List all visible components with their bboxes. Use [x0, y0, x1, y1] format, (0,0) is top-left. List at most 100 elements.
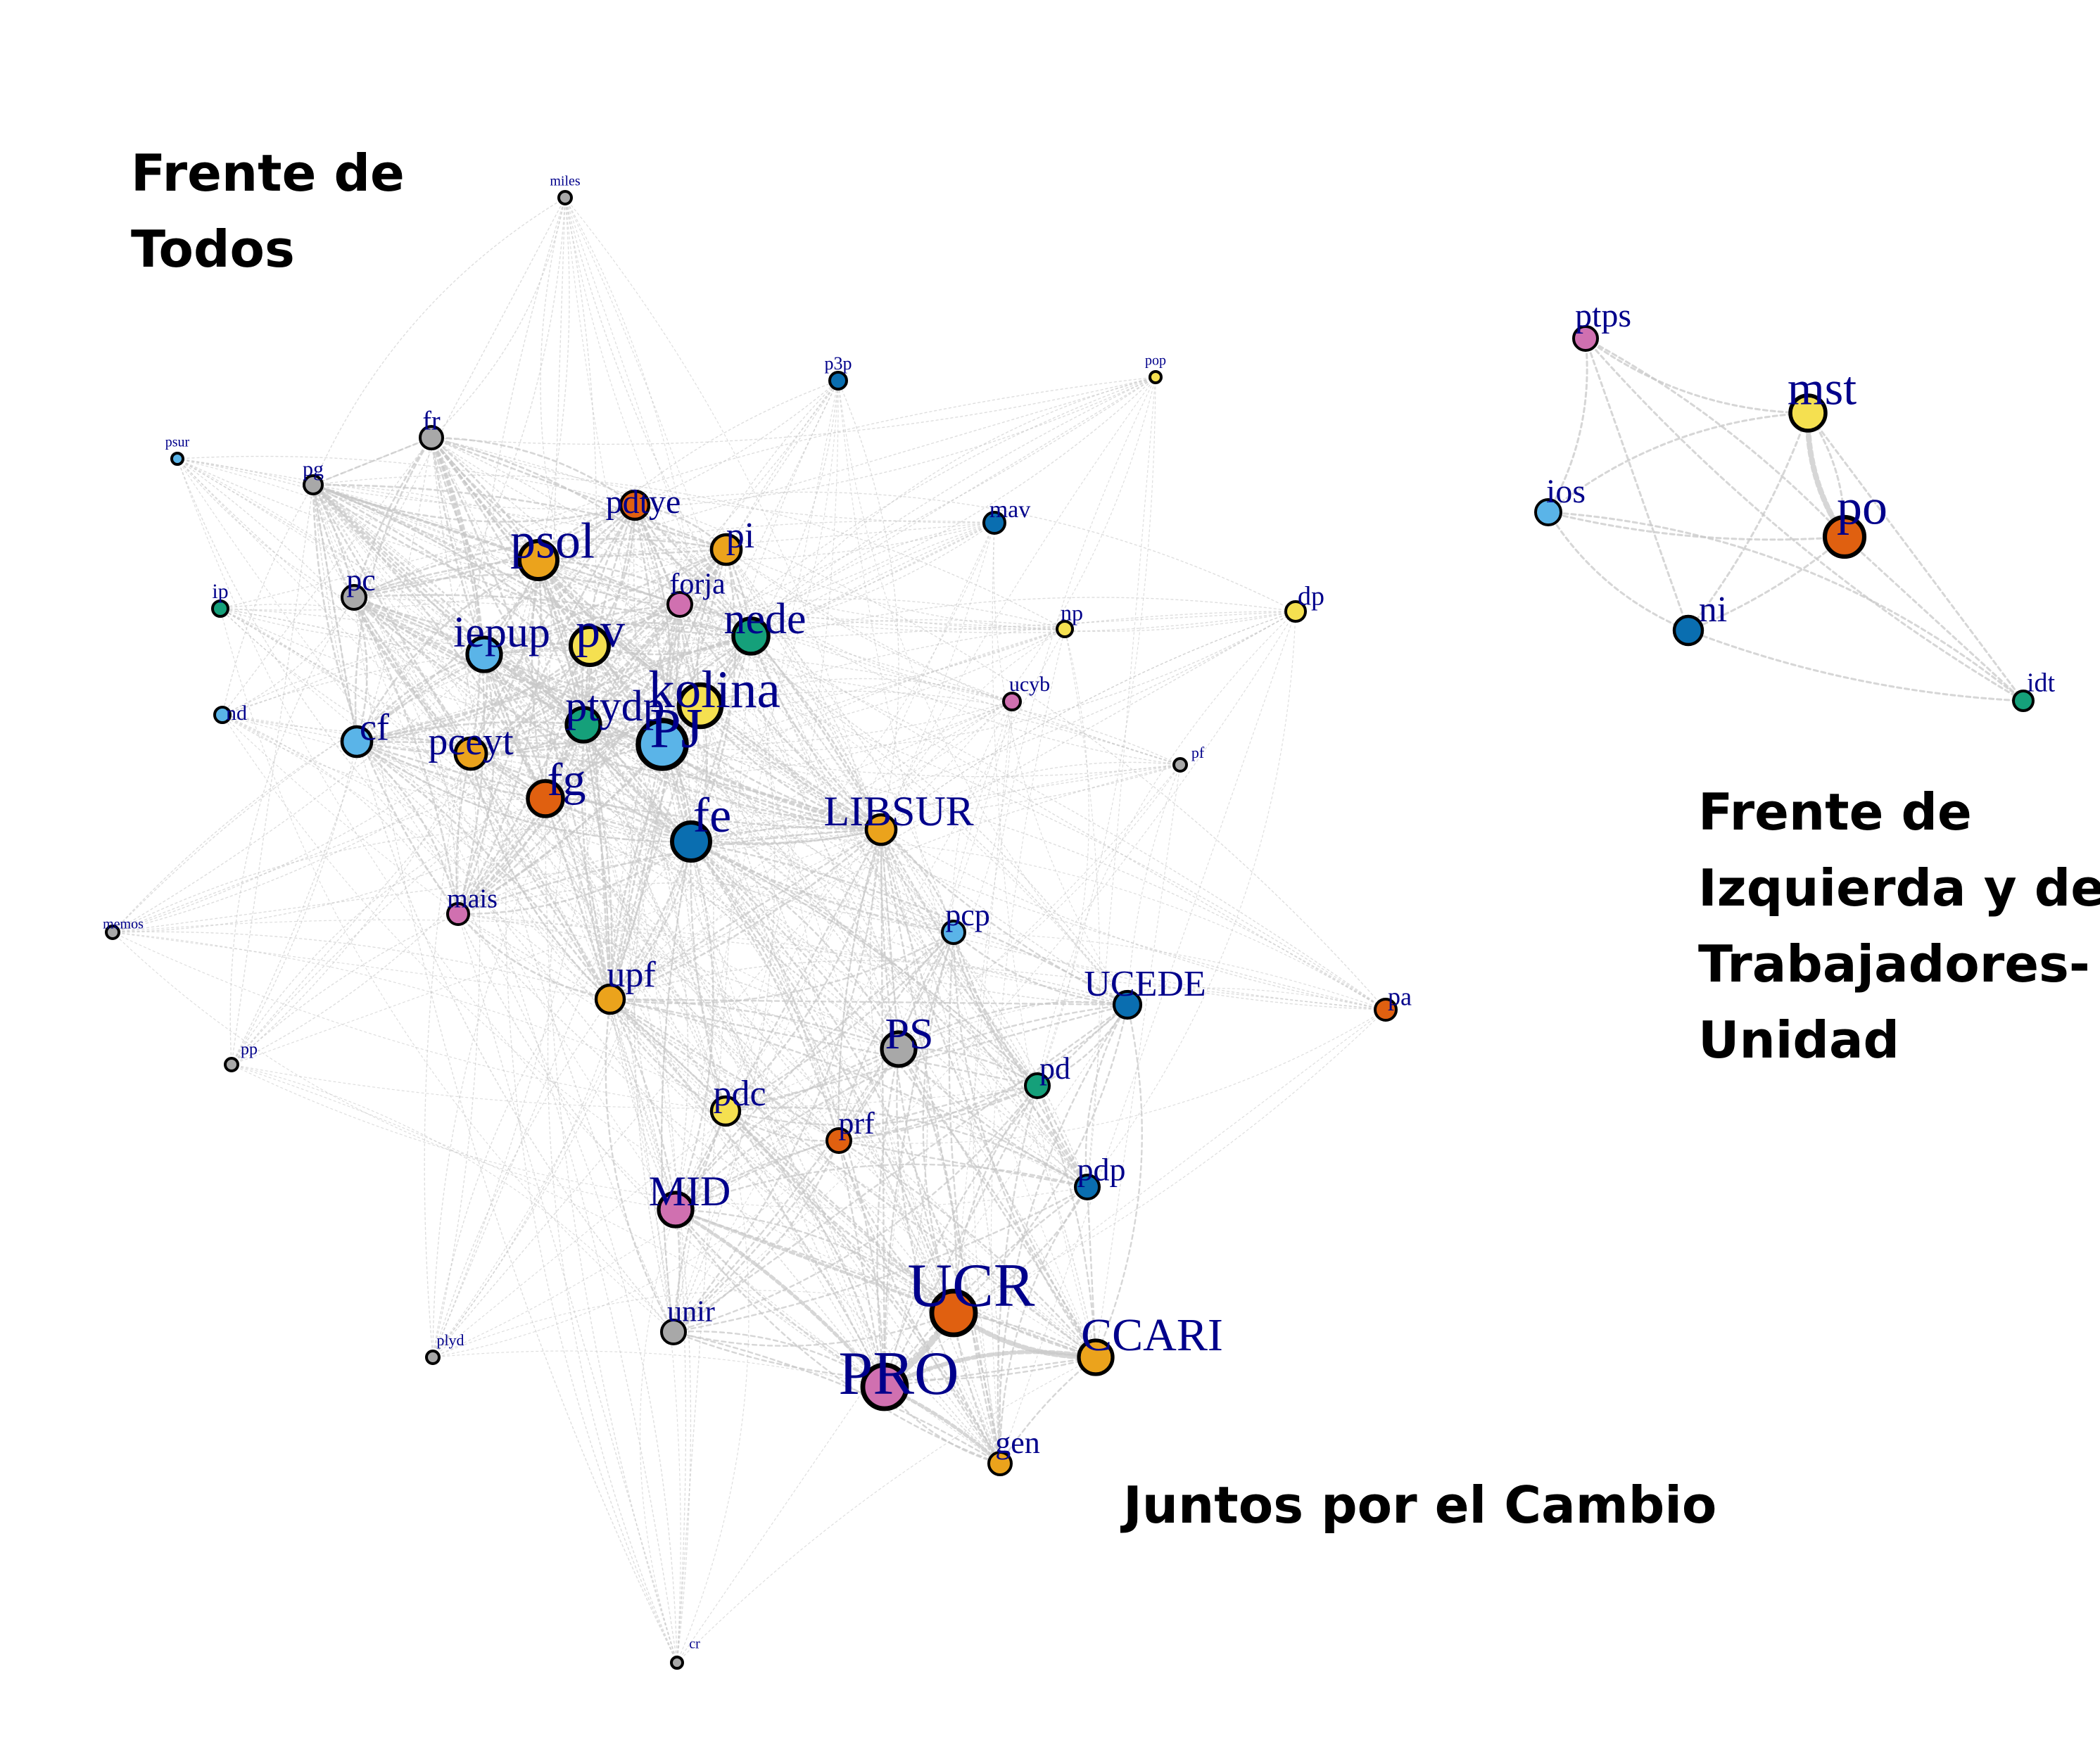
node-pc: [341, 584, 367, 611]
edge-gen-fe: [690, 840, 1001, 1465]
edge-pdtye-ucr: [634, 505, 954, 1314]
edge-miles-pv: [540, 197, 590, 647]
node-idt: [2012, 690, 2035, 712]
node-label-fe: fe: [693, 789, 731, 843]
edge-pj-libsur: [661, 743, 883, 831]
edge-ccari-ucede: [1094, 1003, 1143, 1359]
edge-fe-unir: [661, 841, 692, 1333]
edge-p3p-ucede: [837, 380, 1128, 1005]
node-fg: [526, 779, 565, 818]
edge-libsur-upf: [609, 828, 883, 1001]
edge-pdp-mid: [674, 1163, 1089, 1211]
node-ccari: [1077, 1338, 1115, 1376]
edge-dp-pdtye: [634, 491, 1296, 612]
edge-pp-fr: [231, 437, 432, 1065]
edge-psur-iepup: [177, 458, 485, 655]
node-label-idt: idt: [2027, 668, 2056, 698]
edge-psur-pj: [177, 458, 663, 745]
node-label-miles: miles: [550, 174, 581, 189]
node-ucede: [1112, 989, 1143, 1020]
group-label-frente-de-izquierda: Frente de Izquierda y de Trabajadores- U…: [1698, 774, 2100, 1078]
node-psur: [170, 452, 184, 466]
edge-psur-ps: [177, 458, 899, 1050]
edge-pg-fr: [312, 437, 432, 486]
edge-pp-psol: [231, 559, 539, 1065]
edge-dp-pi: [726, 549, 1296, 632]
edge-gen-upf: [609, 998, 1001, 1465]
edge-cf-fe: [356, 741, 692, 842]
edge-ios-idt: [1547, 511, 2025, 702]
edge-cr-pc: [353, 597, 678, 1663]
edge-pdc-libsur: [724, 828, 883, 1112]
node-label-memos: memos: [103, 917, 144, 932]
node-label-p3p: p3p: [825, 353, 852, 374]
edge-pi-pg: [312, 483, 728, 551]
edge-psol-mais: [457, 559, 542, 915]
edge-prf-libsur: [837, 828, 883, 1142]
edge-np-pd: [1037, 628, 1089, 1086]
edge-pc-prf: [353, 597, 840, 1141]
edge-pcp-fe: [690, 840, 955, 934]
node-label-forja: forja: [669, 569, 726, 601]
edge-ip-gen: [220, 608, 1001, 1464]
edge-np-cf: [356, 628, 1065, 757]
edge-cf-pro: [356, 741, 885, 1388]
edge-pdp-pcp: [952, 931, 1089, 1188]
node-label-fg: fg: [548, 754, 586, 806]
edge-memos-pceyt: [112, 753, 472, 933]
node-label-pro: PRO: [838, 1340, 959, 1408]
edge-psol-ucede: [538, 559, 1128, 1005]
node-label-ccari: CCARI: [1081, 1309, 1223, 1361]
edge-iepup-prf: [483, 654, 840, 1141]
node-label-unir: unir: [667, 1296, 715, 1328]
edge-pg-upf: [312, 484, 611, 1000]
node-pp: [224, 1057, 239, 1072]
edge-pro-fe: [690, 840, 886, 1388]
node-ios: [1534, 498, 1562, 526]
edge-fe-pd: [690, 841, 1038, 1086]
edge-ptydp-libsur: [582, 723, 883, 831]
edge-dp-pdp: [1087, 611, 1296, 1188]
edge-mais-pcp: [457, 882, 954, 933]
edge-mav-pc: [353, 520, 995, 598]
edge-pf-pj: [662, 744, 1181, 778]
edge-plyd-forja: [432, 604, 681, 1358]
edge-ip-libsur: [220, 608, 882, 830]
node-kolina: [676, 682, 724, 730]
edge-pop-nede: [750, 376, 1156, 637]
node-label-nede: nede: [723, 595, 806, 643]
edge-unir-pcp: [672, 931, 955, 1333]
edge-mais-pg: [312, 483, 460, 915]
edge-upf-mid: [609, 998, 676, 1210]
edge-pdp-gen: [999, 1186, 1089, 1465]
edge-pa-fe: [690, 837, 1386, 1010]
edge-memos-mid: [112, 932, 676, 1210]
edge-gen-ucede: [998, 1003, 1129, 1465]
node-pdc: [709, 1095, 742, 1127]
edge-pdtye-fe: [633, 504, 692, 843]
edge-psol-pceyt: [469, 559, 540, 755]
node-prf: [826, 1127, 852, 1154]
edge-dp-fe: [690, 611, 1296, 842]
edge-iepup-ps: [483, 654, 899, 1050]
edge-pdp-ucr: [952, 1186, 1089, 1314]
node-pro: [860, 1362, 909, 1411]
node-label-pi: pi: [726, 516, 754, 556]
edge-psur-forja: [177, 458, 681, 605]
group-label-frente-de-todos: Frente de Todos: [131, 135, 405, 287]
edge-ptydp-pdp: [583, 724, 1088, 1188]
edge-mst-ni: [1687, 412, 1809, 632]
edge-unir-pro: [672, 1330, 886, 1388]
edge-cr-fr: [431, 437, 692, 1663]
edge-pj-pg: [312, 483, 664, 746]
edge-cf-fg: [355, 740, 547, 800]
edge-fg-upf: [544, 797, 612, 1001]
edge-ip-forja: [220, 604, 681, 644]
edge-p3p-mid: [675, 380, 839, 1210]
edge-pp-nede: [231, 635, 752, 1065]
edge-cr-mid: [639, 1209, 678, 1663]
edge-fr-pj: [430, 436, 664, 746]
group-label-line: Frente de: [1698, 782, 1972, 842]
edge-np-mais: [457, 628, 1065, 915]
